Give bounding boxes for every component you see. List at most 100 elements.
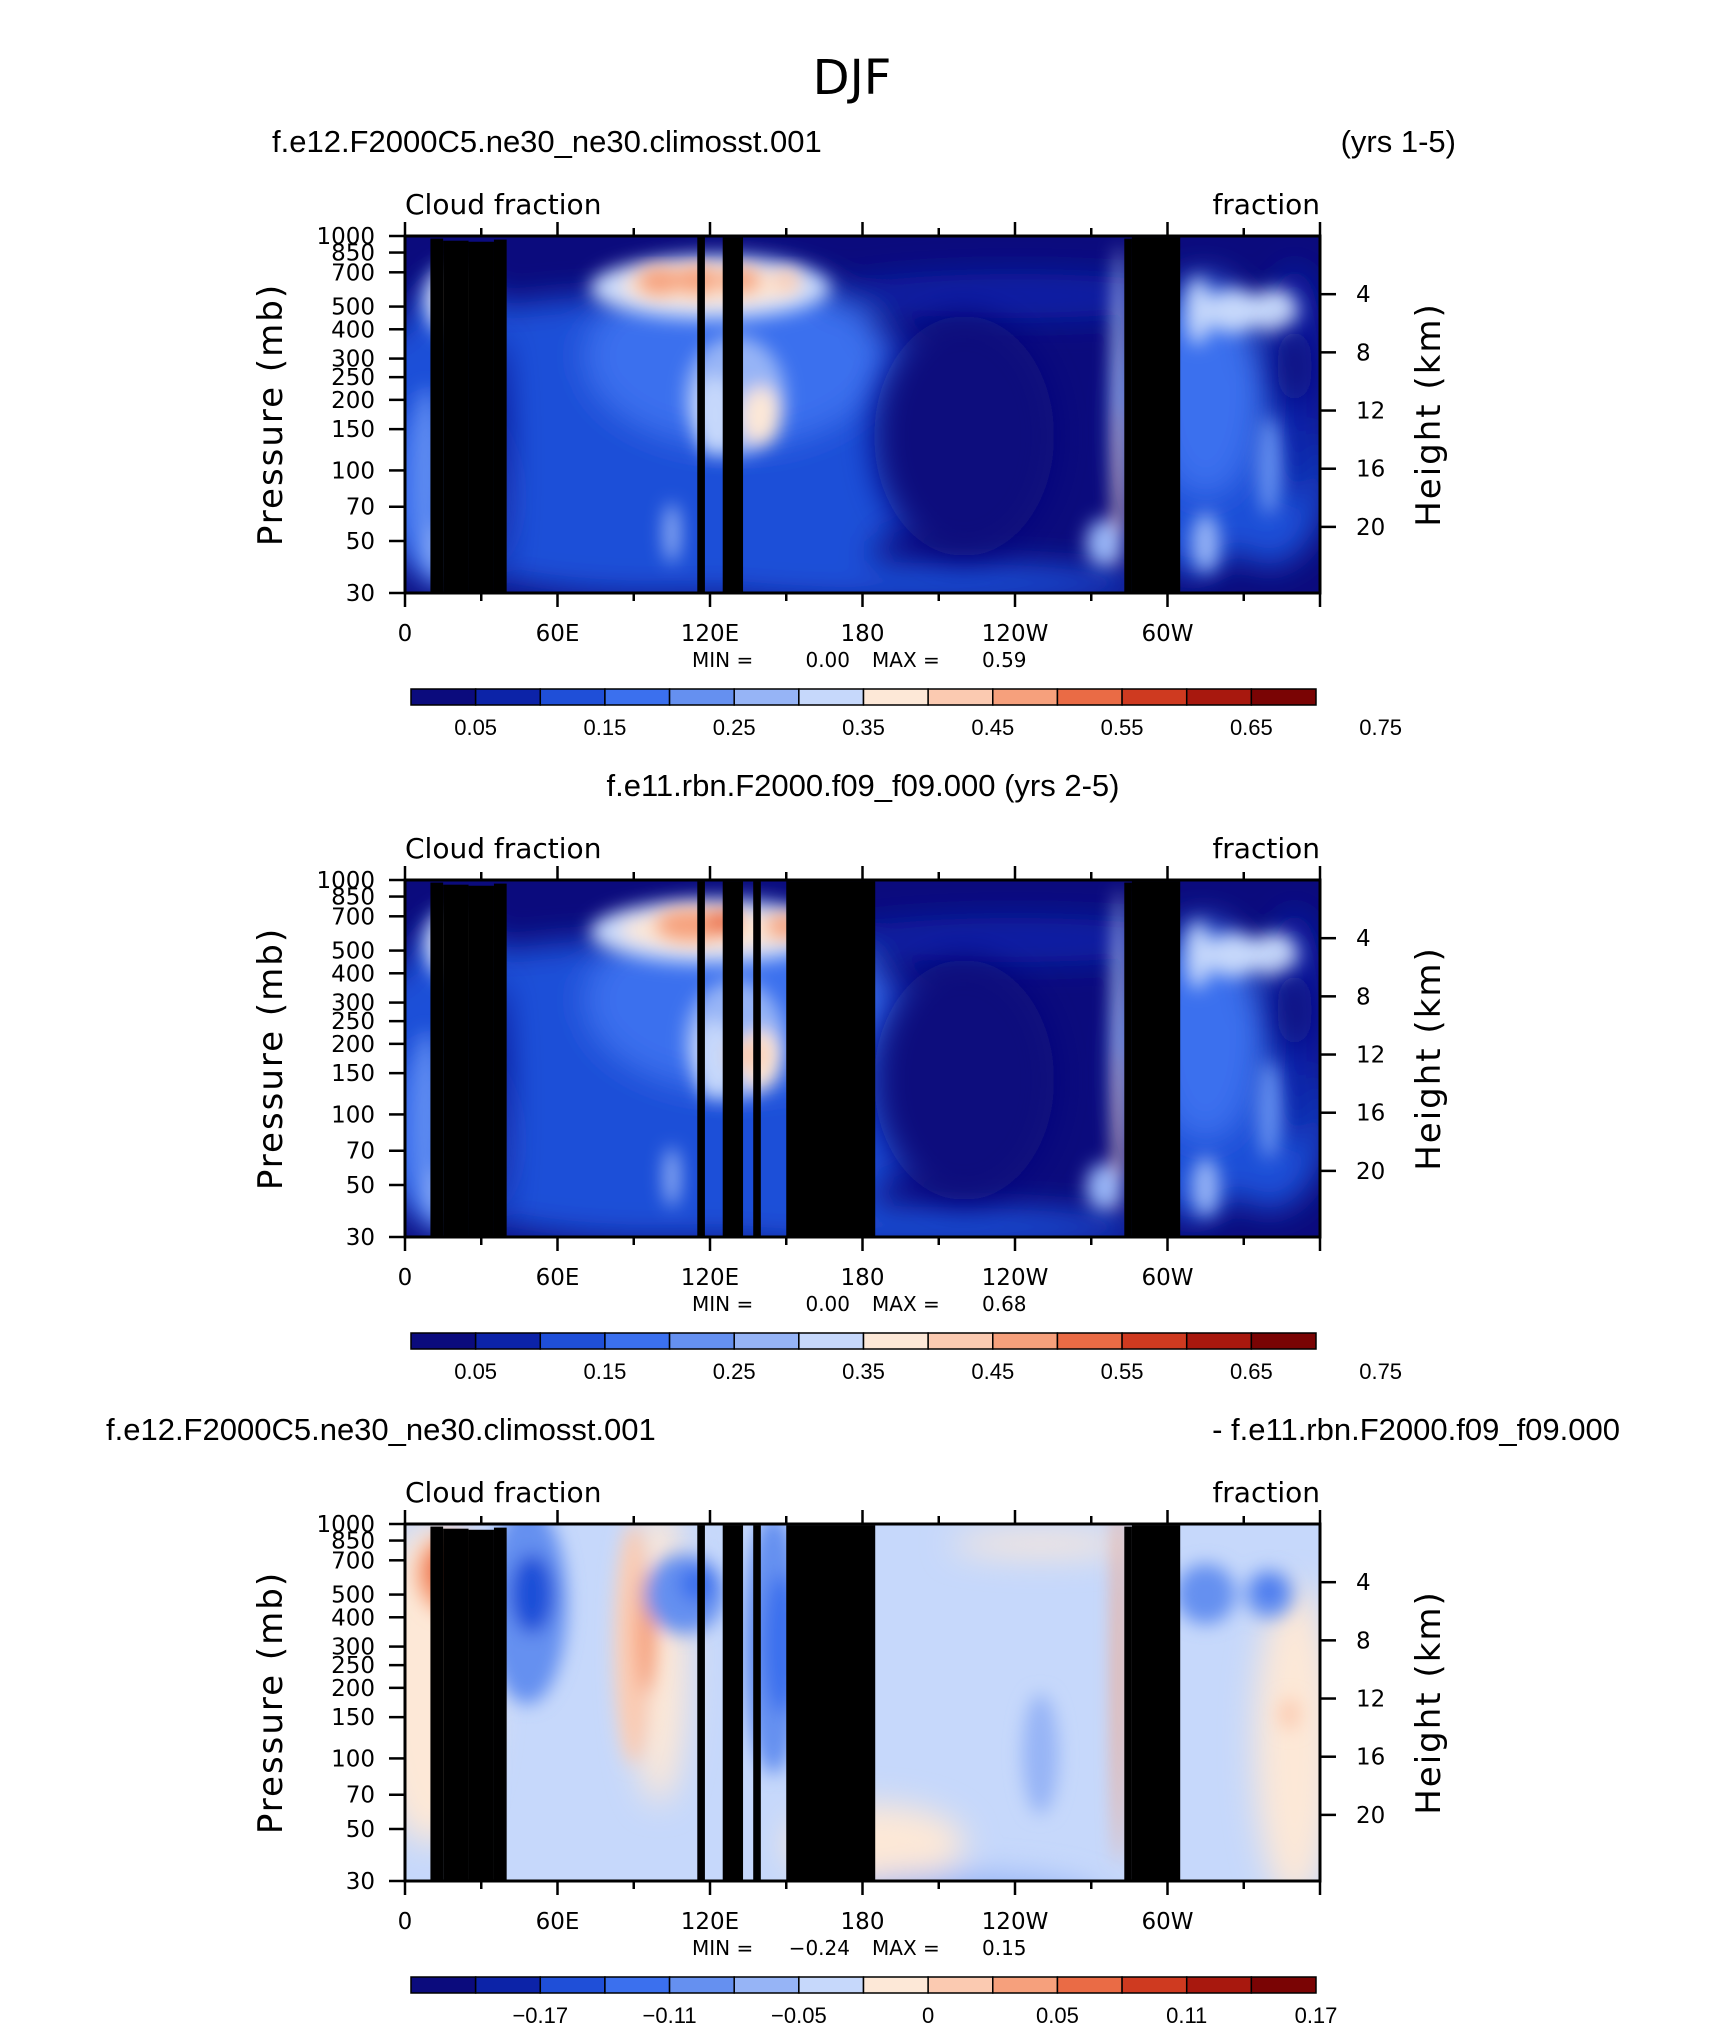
colorbar-label: −0.05 [771, 2003, 827, 2028]
colorbar-box [668, 1332, 735, 1350]
colorbar-box [862, 1976, 929, 1994]
y-tick-label: 250 [331, 1653, 375, 1679]
x-tick-label: 0 [398, 1265, 413, 1291]
right-title: - f.e11.rbn.F2000.f09_f09.000 [1212, 1412, 1620, 1447]
topography-mask [468, 885, 494, 1237]
y2-tick-label: 8 [1356, 340, 1371, 366]
topography-mask [443, 884, 469, 1237]
topography-mask [697, 1525, 705, 1881]
panel-1: f.e12.F2000C5.ne30_ne30.climosst.001 (yrs… [251, 124, 1456, 740]
topography-mask [722, 1525, 744, 1881]
colorbar-label: 0.65 [1230, 1359, 1273, 1384]
y2-tick-label: 8 [1356, 1628, 1371, 1654]
colorbar-label: 0.45 [971, 1359, 1014, 1384]
colorbar-label: 0.05 [1036, 2003, 1079, 2028]
colorbar-box [604, 1976, 671, 1994]
topography-mask [443, 240, 469, 593]
colorbar-box [1056, 688, 1123, 706]
topography-mask [786, 881, 876, 1237]
topography-mask [493, 1527, 507, 1881]
colorbar-label: 0.55 [1101, 1359, 1144, 1384]
contour-field [405, 1524, 1320, 1881]
x-tick-label: 180 [841, 621, 885, 647]
units-label: fraction [1212, 1476, 1320, 1509]
contour-field [405, 236, 1320, 593]
y-tick-label: 500 [331, 295, 375, 321]
y-tick-label: 100 [331, 1102, 375, 1128]
y-tick-label: 400 [331, 961, 375, 987]
y-tick-label: 1000 [316, 868, 375, 894]
max-label: MAX = [872, 1936, 940, 1960]
variable-name: Cloud fraction [405, 1476, 601, 1509]
x-tick-label: 60W [1141, 1909, 1193, 1935]
colorbar-box [1250, 1976, 1317, 1994]
y-tick-label: 500 [331, 1583, 375, 1609]
colorbar-box [862, 688, 929, 706]
x-tick-label: 0 [398, 621, 413, 647]
colorbar-label: −0.11 [643, 2003, 697, 2028]
min-value: 0.00 [805, 1292, 850, 1316]
colorbar-box [474, 1332, 542, 1350]
y2-tick-label: 4 [1356, 1570, 1371, 1596]
panel-3: f.e12.F2000C5.ne30_ne30.climosst.001 - f.… [106, 1412, 1620, 2028]
y-tick-label: 30 [346, 1869, 375, 1895]
x-tick-label: 120E [681, 1265, 739, 1291]
topography-mask [468, 1529, 494, 1881]
y-tick-label: 700 [331, 260, 375, 286]
y2-tick-label: 12 [1356, 1687, 1385, 1713]
topography-mask [493, 239, 507, 593]
y2-tick-label: 12 [1356, 1043, 1385, 1069]
topography-mask [493, 883, 507, 1237]
topography-mask [722, 237, 744, 593]
min-value: 0.00 [805, 648, 850, 672]
panel-2: f.e11.rbn.F2000.f09_f09.000 (yrs 2-5)Clo… [251, 768, 1449, 1384]
units-label: fraction [1212, 188, 1320, 221]
topography-mask [430, 238, 444, 593]
colorbar-box [927, 1332, 994, 1350]
colorbar-label: 0.65 [1230, 715, 1273, 740]
colorbar-box [1056, 1332, 1123, 1350]
figure-title: DJF [813, 50, 892, 106]
colorbar-label: 0.11 [1166, 2003, 1207, 2028]
max-value: 0.59 [982, 648, 1027, 672]
topography-mask [1124, 1526, 1132, 1881]
colorbar-box [604, 688, 671, 706]
colorbar-box [862, 1332, 929, 1350]
colorbar-label: 0.25 [713, 715, 756, 740]
topography-mask [753, 1525, 761, 1881]
colorbar-box [1121, 1976, 1188, 1994]
colorbar-box [798, 1976, 865, 1994]
y2-tick-label: 16 [1356, 457, 1385, 483]
y-tick-label: 300 [331, 1635, 375, 1661]
colorbar-box [733, 688, 800, 706]
topography-mask [1131, 881, 1181, 1237]
y-tick-label: 250 [331, 1009, 375, 1035]
y-axis-title: Pressure (mb) [251, 283, 291, 546]
y-tick-label: 70 [346, 495, 375, 521]
y-axis-title: Pressure (mb) [251, 927, 291, 1190]
colorbar-box [539, 1976, 606, 1994]
right-title: (yrs 1-5) [1341, 124, 1456, 159]
x-tick-label: 0 [398, 1909, 413, 1935]
y2-axis-title: Height (km) [1409, 1590, 1449, 1815]
y-tick-label: 70 [346, 1139, 375, 1165]
y-tick-label: 70 [346, 1783, 375, 1809]
y2-axis-title: Height (km) [1409, 302, 1449, 527]
colorbar-box [668, 688, 735, 706]
colorbar-label: 0.55 [1101, 715, 1144, 740]
colorbar-box [1250, 688, 1317, 706]
colorbar-box [1056, 1976, 1123, 1994]
topography-mask [786, 1525, 876, 1881]
colorbar-box [798, 1332, 865, 1350]
max-label: MAX = [872, 1292, 940, 1316]
x-tick-label: 60W [1141, 621, 1193, 647]
colorbar-box [1121, 1332, 1188, 1350]
y2-tick-label: 12 [1356, 399, 1385, 425]
min-label: MIN = [692, 1936, 753, 1960]
y-tick-label: 30 [346, 581, 375, 607]
colorbar-label: 0.75 [1359, 1359, 1402, 1384]
colorbar-label: 0.05 [454, 1359, 497, 1384]
x-tick-label: 180 [841, 1909, 885, 1935]
y-tick-label: 100 [331, 458, 375, 484]
